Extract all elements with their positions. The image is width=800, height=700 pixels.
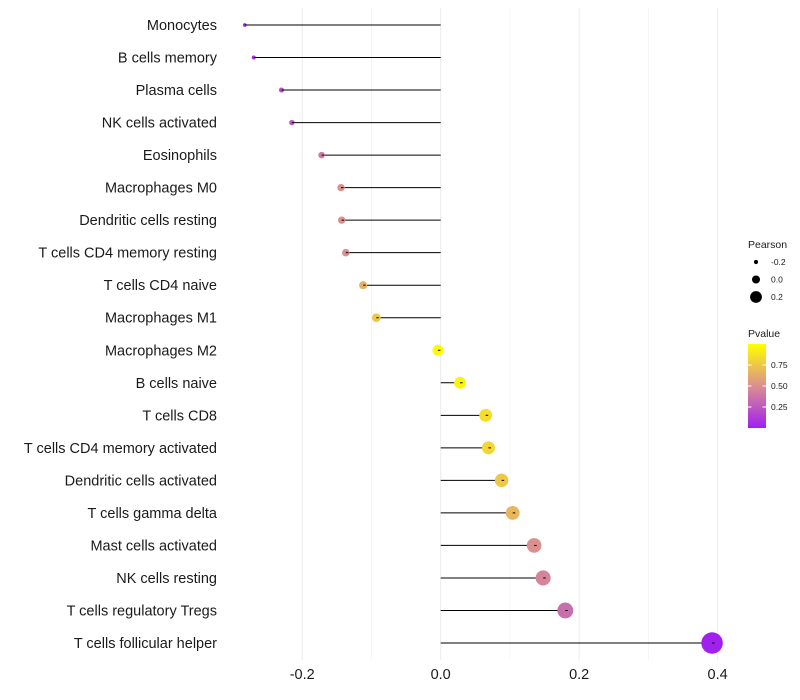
color-legend: Pvalue 0.25 0.50 0.75 [748,328,788,428]
category-label: Eosinophils [143,148,217,164]
grid-layer [301,8,719,660]
category-label: T cells regulatory Tregs [67,603,217,619]
size-legend-key [753,259,759,265]
size-legend-key [750,291,762,303]
size-legend-title: Pearson [748,239,787,251]
x-axis-tick-labels: -0.2 0.0 0.2 0.4 [290,667,728,683]
color-legend-bar [748,344,766,428]
category-label: B cells memory [118,51,218,67]
category-label: Plasma cells [136,83,217,99]
category-label: T cells CD8 [142,408,217,424]
stem-layer [244,24,713,644]
category-label: Mast cells activated [90,538,217,554]
x-tick-label: 0.4 [708,667,728,683]
lollipop-point [318,151,325,159]
category-label: T cells CD4 naive [104,278,217,294]
x-tick-label: 0.2 [569,667,589,683]
size-legend: Pearson -0.2 0.0 0.2 [748,239,787,303]
color-legend-label: 0.50 [771,381,788,391]
category-label: T cells follicular helper [74,636,217,652]
x-tick-label: 0.0 [431,667,451,683]
color-legend-label: 0.25 [771,402,788,412]
category-label: Macrophages M2 [105,343,217,359]
category-label: T cells CD4 memory activated [24,441,217,457]
size-legend-key [751,275,761,284]
category-label: T cells CD4 memory resting [38,246,217,262]
color-legend-label: 0.75 [771,360,788,370]
category-labels: Monocytes B cells memory Plasma cells NK ce… [24,18,218,652]
category-label: Dendritic cells activated [65,473,217,489]
category-label: NK cells activated [102,116,217,132]
category-label: Macrophages M1 [105,311,217,327]
category-label: Dendritic cells resting [79,213,217,229]
size-legend-label: 0.2 [771,292,783,302]
category-label: Macrophages M0 [105,181,217,197]
x-tick-label: -0.2 [290,667,315,683]
category-label: B cells naive [136,376,217,392]
color-legend-title: Pvalue [748,328,780,340]
category-label: T cells gamma delta [88,506,218,522]
category-label: Monocytes [147,18,217,34]
point-layer [242,23,723,654]
size-legend-label: 0.0 [771,275,783,285]
category-label: NK cells resting [116,571,217,587]
size-legend-label: -0.2 [771,257,786,267]
